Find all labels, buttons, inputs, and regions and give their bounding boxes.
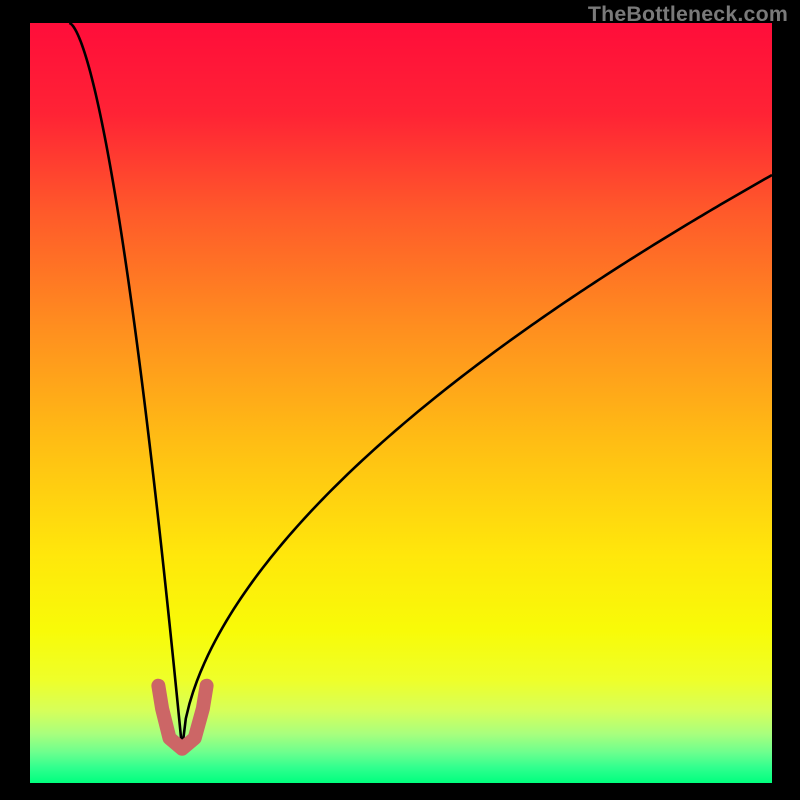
chart-container: TheBottleneck.com [0,0,800,800]
bottleneck-chart [30,23,772,783]
plot-background [30,23,772,783]
watermark-label: TheBottleneck.com [588,2,788,27]
